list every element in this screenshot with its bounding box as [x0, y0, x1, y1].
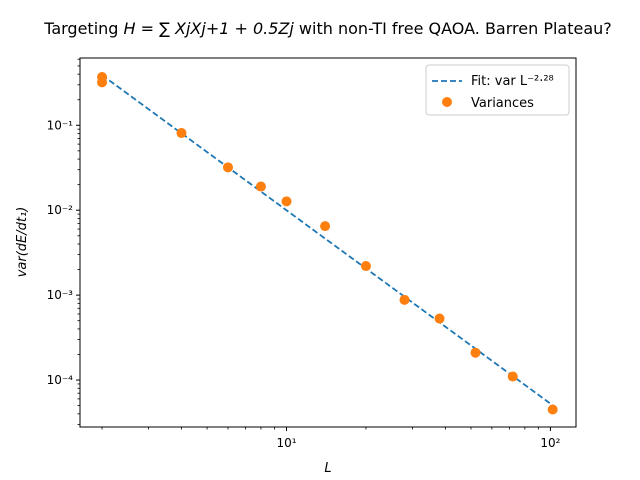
minor-ticks: [77, 58, 539, 430]
fit-line: [101, 74, 554, 407]
data-point: [434, 313, 445, 324]
data-point: [507, 371, 518, 382]
data-point: [360, 261, 371, 272]
series-points: [97, 72, 558, 415]
data-point: [547, 404, 558, 415]
series-fit: [101, 74, 554, 407]
y-tick-label: 10⁻³: [47, 288, 74, 302]
data-point: [320, 221, 331, 232]
legend-variances-swatch: [442, 97, 452, 107]
title-suffix: with non-TI free QAOA. Barren Plateau?: [294, 19, 612, 38]
data-point: [176, 128, 187, 139]
data-point: [255, 181, 266, 192]
y-tick-label: 10⁻¹: [47, 118, 74, 132]
title-formula: H = ∑ XjXj+1 + 0.5Zj: [124, 19, 295, 38]
x-axis-label: L: [324, 461, 331, 476]
data-point: [97, 77, 108, 88]
legend-box: [425, 64, 570, 116]
y-ticks: 10⁻⁴ 10⁻³ 10⁻² 10⁻¹: [47, 118, 80, 387]
data-point: [470, 347, 481, 358]
x-ticks: 10¹ 10²: [276, 427, 561, 450]
legend-fit-label: Fit: var L⁻²·²⁸: [471, 74, 554, 89]
y-tick-label: 10⁻²: [47, 203, 74, 217]
legend: Fit: var L⁻²·²⁸ Variances: [425, 64, 570, 116]
chart-title: Targeting H = ∑ XjXj+1 + 0.5Zj with non-…: [43, 19, 612, 38]
data-point: [281, 196, 292, 207]
y-axis-label: var(dE/dt₁): [15, 207, 30, 278]
legend-variances-label: Variances: [471, 96, 534, 111]
x-tick-label: 10¹: [276, 436, 296, 450]
title-prefix: Targeting: [43, 19, 123, 38]
data-point: [222, 162, 233, 173]
data-point: [399, 294, 410, 305]
y-tick-label: 10⁻⁴: [47, 373, 74, 387]
x-tick-label: 10²: [540, 436, 560, 450]
